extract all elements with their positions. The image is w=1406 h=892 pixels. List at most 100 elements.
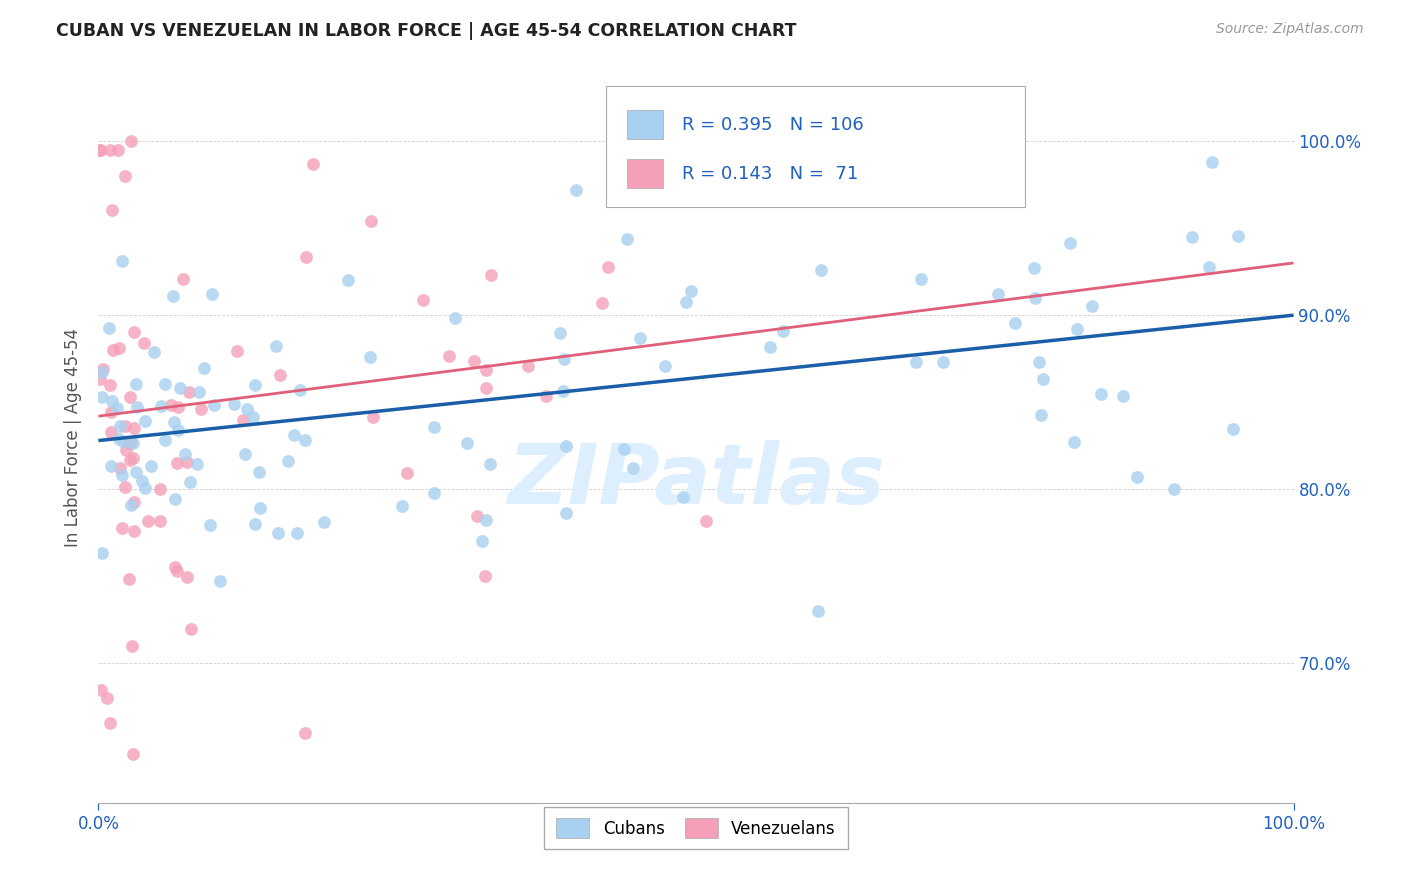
Point xyxy=(91,361,114,376)
Point xyxy=(361,409,384,424)
Point xyxy=(134,414,156,428)
Point xyxy=(616,232,638,246)
Point xyxy=(772,325,794,339)
Point xyxy=(1163,482,1185,496)
Point xyxy=(122,325,145,339)
Point xyxy=(548,326,571,340)
FancyBboxPatch shape xyxy=(627,110,662,139)
FancyBboxPatch shape xyxy=(627,159,662,188)
Point xyxy=(1004,316,1026,330)
Point xyxy=(1081,299,1104,313)
Point xyxy=(226,343,249,358)
Point xyxy=(115,442,138,457)
Point xyxy=(1180,229,1202,244)
Point xyxy=(141,458,163,473)
Point xyxy=(90,546,112,560)
Point xyxy=(89,143,111,157)
Point xyxy=(534,389,557,403)
Point xyxy=(285,525,308,540)
Point xyxy=(302,156,325,170)
Point xyxy=(134,482,156,496)
Point xyxy=(149,482,172,496)
Point xyxy=(249,501,271,516)
Point xyxy=(111,254,134,268)
Point xyxy=(395,466,418,480)
Point xyxy=(98,715,121,730)
Point xyxy=(125,466,148,480)
Point xyxy=(242,410,264,425)
Point xyxy=(1090,387,1112,401)
Point xyxy=(202,398,225,412)
Point xyxy=(412,293,434,307)
Point xyxy=(654,359,676,373)
Point xyxy=(443,310,465,325)
Point xyxy=(122,435,145,450)
Text: R = 0.143   N =  71: R = 0.143 N = 71 xyxy=(682,165,858,183)
Point xyxy=(107,341,129,355)
Point xyxy=(1028,355,1050,369)
Point xyxy=(108,460,131,475)
FancyBboxPatch shape xyxy=(606,86,1025,207)
Point xyxy=(264,339,287,353)
Point xyxy=(672,490,695,504)
Point xyxy=(163,560,186,574)
Point xyxy=(283,428,305,442)
Point xyxy=(114,169,136,183)
Point xyxy=(294,434,316,448)
Point xyxy=(465,508,488,523)
Point xyxy=(100,425,122,440)
Point xyxy=(110,521,132,535)
Point xyxy=(155,376,177,391)
Point xyxy=(360,214,382,228)
Point xyxy=(166,456,188,470)
Point xyxy=(187,384,209,399)
Point xyxy=(1024,292,1046,306)
Point xyxy=(294,726,316,740)
Point xyxy=(596,260,619,274)
Point xyxy=(243,378,266,392)
Point xyxy=(517,359,540,374)
Point xyxy=(810,263,832,277)
Point xyxy=(1063,435,1085,450)
Point xyxy=(479,268,502,282)
Point xyxy=(190,401,212,416)
Point xyxy=(910,272,932,286)
Point xyxy=(122,420,145,434)
Point xyxy=(1126,470,1149,484)
Point xyxy=(100,405,122,419)
Point xyxy=(118,453,141,467)
Point xyxy=(111,468,134,483)
Point xyxy=(121,639,143,653)
Point xyxy=(125,400,148,414)
Point xyxy=(120,435,142,450)
Point xyxy=(132,336,155,351)
Point xyxy=(1022,260,1045,275)
Point xyxy=(423,420,446,434)
Text: CUBAN VS VENEZUELAN IN LABOR FORCE | AGE 45-54 CORRELATION CHART: CUBAN VS VENEZUELAN IN LABOR FORCE | AGE… xyxy=(56,22,797,40)
Point xyxy=(456,436,478,450)
Point xyxy=(108,419,131,434)
Point xyxy=(613,442,636,456)
Point xyxy=(553,352,575,367)
Point xyxy=(193,361,215,376)
Point xyxy=(163,416,186,430)
Point xyxy=(105,401,128,415)
Point xyxy=(108,433,131,447)
Point xyxy=(166,564,188,578)
Point xyxy=(149,514,172,528)
Point xyxy=(101,394,124,409)
Point xyxy=(1031,409,1053,423)
Point xyxy=(118,434,141,449)
Point xyxy=(359,351,381,365)
Point xyxy=(695,514,717,528)
Point xyxy=(1066,322,1088,336)
Point xyxy=(142,345,165,359)
Text: ZIPatlas: ZIPatlas xyxy=(508,441,884,522)
Point xyxy=(621,461,644,475)
Point xyxy=(222,397,245,411)
Point xyxy=(125,376,148,391)
Point xyxy=(120,390,142,404)
Point xyxy=(101,343,124,358)
Point xyxy=(565,183,588,197)
Point xyxy=(153,433,176,447)
